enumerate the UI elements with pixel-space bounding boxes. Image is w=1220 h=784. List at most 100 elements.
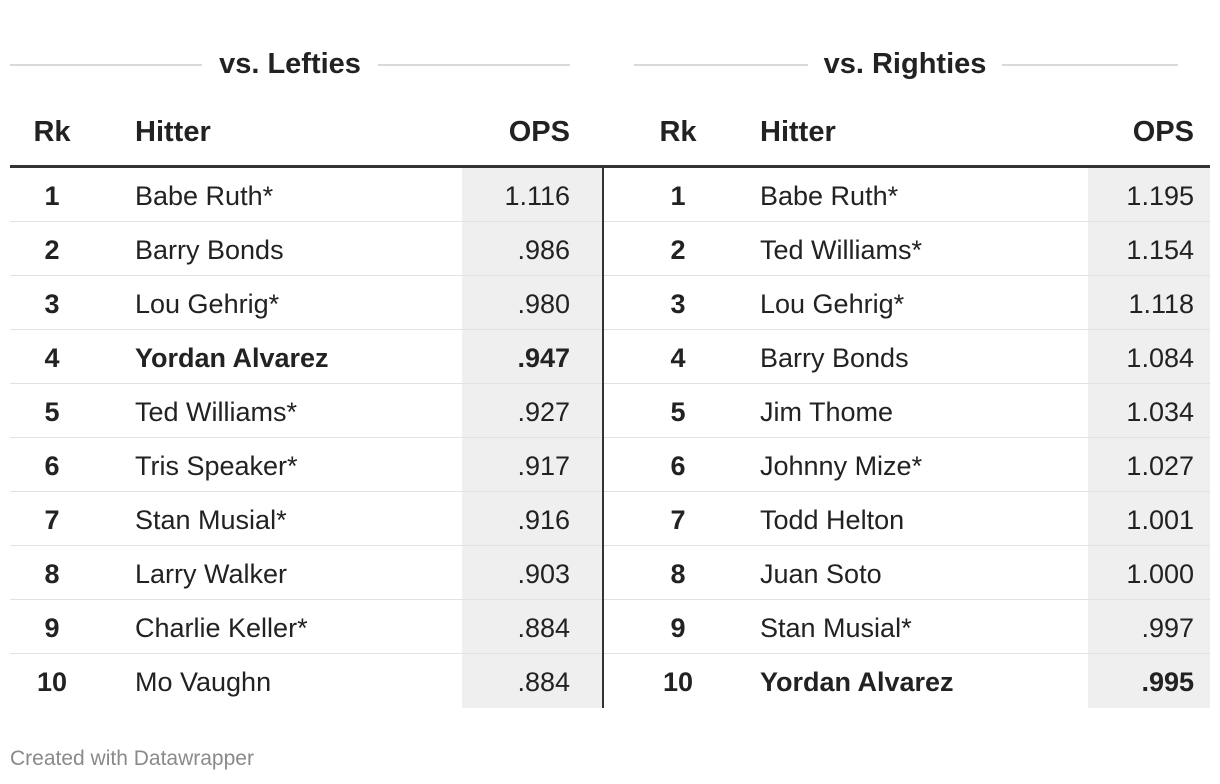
- rank-cell: 6: [44, 451, 60, 481]
- hitter-cell: Johnny Mize*: [760, 451, 923, 481]
- table-row: 3 Lou Gehrig* 1.118: [604, 276, 1210, 330]
- table-row: 8 Larry Walker .903: [10, 546, 602, 600]
- table-row: 2 Ted Williams* 1.154: [604, 222, 1210, 276]
- row-separator: [604, 275, 1210, 276]
- rank-cell: 9: [44, 613, 60, 643]
- row-separator: [604, 437, 1210, 438]
- datawrapper-credit: Created with Datawrapper: [10, 747, 254, 770]
- header-rule: [10, 165, 1210, 168]
- table-row: 6 Tris Speaker* .917: [10, 438, 602, 492]
- hitter-cell: Yordan Alvarez: [135, 343, 329, 373]
- ops-cell: 1.195: [1126, 181, 1194, 211]
- ops-cell: 1.001: [1126, 505, 1194, 535]
- group-header-righties: vs. Righties: [0, 44, 1220, 84]
- row-separator: [604, 653, 1210, 654]
- rank-cell: 10: [36, 667, 68, 697]
- ops-cell: .884: [517, 667, 570, 697]
- row-separator: [604, 221, 1210, 222]
- column-header-ops: OPS: [508, 116, 570, 148]
- hitter-cell: Ted Williams*: [135, 397, 298, 427]
- column-header-rk: Rk: [33, 116, 71, 148]
- group-header-line: [1002, 64, 1178, 66]
- row-separator: [10, 545, 602, 546]
- rank-cell: 5: [44, 397, 60, 427]
- table-row: 5 Jim Thome 1.034: [604, 384, 1210, 438]
- table-row: 7 Stan Musial* .916: [10, 492, 602, 546]
- table-row: 8 Juan Soto 1.000: [604, 546, 1210, 600]
- table-row: 1 Babe Ruth* 1.195: [604, 168, 1210, 222]
- hitter-cell: Yordan Alvarez: [760, 667, 954, 697]
- ops-cell: .917: [517, 451, 570, 481]
- hitter-cell: Barry Bonds: [760, 343, 909, 373]
- hitter-cell: Lou Gehrig*: [760, 289, 905, 319]
- table-row: 5 Ted Williams* .927: [10, 384, 602, 438]
- ops-cell: .997: [1141, 613, 1194, 643]
- ops-cell: 1.116: [504, 181, 570, 211]
- hitter-cell: Babe Ruth*: [135, 181, 274, 211]
- hitter-cell: Juan Soto: [760, 559, 882, 589]
- hitter-cell: Todd Helton: [760, 505, 905, 535]
- table-row: 10 Yordan Alvarez .995: [604, 654, 1210, 708]
- hitter-cell: Ted Williams*: [760, 235, 923, 265]
- hitter-cell: Barry Bonds: [135, 235, 284, 265]
- table-row: 1 Babe Ruth* 1.116: [10, 168, 602, 222]
- rank-cell: 8: [44, 559, 60, 589]
- group-divider: [602, 168, 604, 708]
- rank-cell: 1: [44, 181, 60, 211]
- ops-cell: 1.084: [1126, 343, 1194, 373]
- table-row: 4 Yordan Alvarez .947: [10, 330, 602, 384]
- column-header-ops: OPS: [1132, 116, 1194, 148]
- ops-cell: 1.118: [1128, 289, 1194, 319]
- ops-cell: 1.034: [1126, 397, 1194, 427]
- rank-cell: 3: [670, 289, 686, 319]
- rank-cell: 9: [670, 613, 686, 643]
- group-header-line: [10, 64, 202, 66]
- row-separator: [604, 383, 1210, 384]
- hitter-cell: Babe Ruth*: [760, 181, 899, 211]
- row-separator: [10, 383, 602, 384]
- row-separator: [604, 329, 1210, 330]
- row-separator: [10, 491, 602, 492]
- table-row: 4 Barry Bonds 1.084: [604, 330, 1210, 384]
- ops-column-shading: [462, 168, 602, 708]
- group-header-lefties: vs. Lefties: [0, 44, 1220, 84]
- row-separator: [604, 545, 1210, 546]
- rank-cell: 10: [662, 667, 694, 697]
- row-separator: [10, 329, 602, 330]
- hitter-cell: Charlie Keller*: [135, 613, 308, 643]
- ops-cell: .947: [517, 343, 570, 373]
- ops-cell: .916: [517, 505, 570, 535]
- row-separator: [10, 221, 602, 222]
- ops-cell: .986: [517, 235, 570, 265]
- ops-cell: .995: [1141, 667, 1194, 697]
- ops-cell: .980: [517, 289, 570, 319]
- table-row: 9 Stan Musial* .997: [604, 600, 1210, 654]
- rank-cell: 1: [670, 181, 686, 211]
- rank-cell: 7: [44, 505, 60, 535]
- ops-column-shading: [1088, 168, 1210, 708]
- column-header-rk: Rk: [659, 116, 697, 148]
- table-row: 10 Mo Vaughn .884: [10, 654, 602, 708]
- row-separator: [10, 653, 602, 654]
- rank-cell: 8: [670, 559, 686, 589]
- hitter-cell: Larry Walker: [135, 559, 288, 589]
- row-separator: [10, 437, 602, 438]
- ops-cell: .903: [517, 559, 570, 589]
- ops-cell: 1.000: [1126, 559, 1194, 589]
- column-header-hitter: Hitter: [760, 116, 836, 148]
- table-row: 2 Barry Bonds .986: [10, 222, 602, 276]
- row-separator: [10, 275, 602, 276]
- ops-cell: 1.027: [1126, 451, 1194, 481]
- hitter-cell: Stan Musial*: [760, 613, 912, 643]
- table-row: 7 Todd Helton 1.001: [604, 492, 1210, 546]
- table-row: 6 Johnny Mize* 1.027: [604, 438, 1210, 492]
- rank-cell: 5: [670, 397, 686, 427]
- rank-cell: 2: [670, 235, 686, 265]
- table-row: 3 Lou Gehrig* .980: [10, 276, 602, 330]
- row-separator: [604, 491, 1210, 492]
- hitter-cell: Stan Musial*: [135, 505, 287, 535]
- ops-cell: .884: [517, 613, 570, 643]
- row-separator: [10, 599, 602, 600]
- rank-cell: 6: [670, 451, 686, 481]
